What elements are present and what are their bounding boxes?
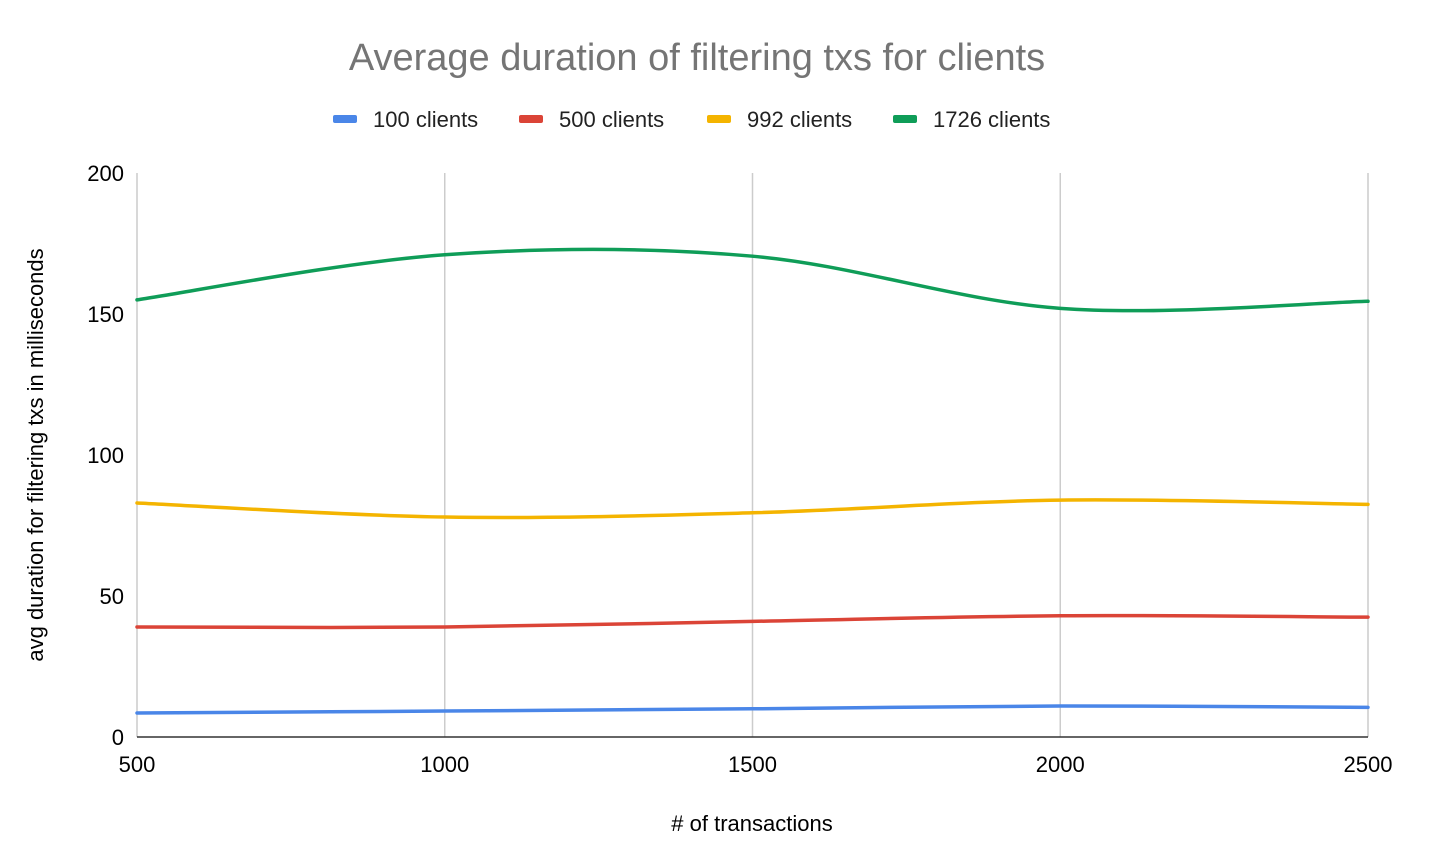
y-axis-title: avg duration for filtering txs in millis… (23, 248, 48, 661)
legend-swatch (333, 115, 357, 123)
legend-swatch (893, 115, 917, 123)
series-lines (135, 247, 1370, 715)
x-axis-title: # of transactions (671, 811, 832, 836)
legend-label: 1726 clients (933, 107, 1050, 132)
chart-title: Average duration of filtering txs for cl… (349, 37, 1045, 79)
y-tick-label-50: 50 (100, 584, 124, 609)
legend-label: 100 clients (373, 107, 478, 132)
y-tick-label-100: 100 (87, 443, 124, 468)
legend-item-992-clients: 992 clients (707, 107, 852, 132)
legend-swatch (707, 115, 731, 123)
x-tick-label-2500: 2500 (1344, 752, 1393, 777)
x-tick-label-2000: 2000 (1036, 752, 1085, 777)
legend-item-500-clients: 500 clients (519, 107, 664, 132)
legend-label: 500 clients (559, 107, 664, 132)
x-tick-label-1500: 1500 (728, 752, 777, 777)
y-axis-ticks: 0 50 100 150 200 (87, 161, 124, 750)
y-tick-label-0: 0 (112, 725, 124, 750)
series-line-500-clients (135, 613, 1370, 630)
y-tick-label-150: 150 (87, 302, 124, 327)
series-line-1726-clients (135, 247, 1370, 313)
x-tick-label-1000: 1000 (420, 752, 469, 777)
series-line-992-clients (135, 498, 1370, 520)
x-tick-label-500: 500 (119, 752, 156, 777)
legend-item-100-clients: 100 clients (333, 107, 478, 132)
legend-item-1726-clients: 1726 clients (893, 107, 1050, 132)
legend-label: 992 clients (747, 107, 852, 132)
legend-swatch (519, 115, 543, 123)
y-tick-label-200: 200 (87, 161, 124, 186)
legend: 100 clients 500 clients 992 clients 1726 cl… (333, 107, 1050, 132)
gridlines (136, 173, 1369, 738)
series-line-100-clients (135, 704, 1370, 715)
x-axis-ticks: 500 1000 1500 2000 2500 (119, 752, 1393, 777)
